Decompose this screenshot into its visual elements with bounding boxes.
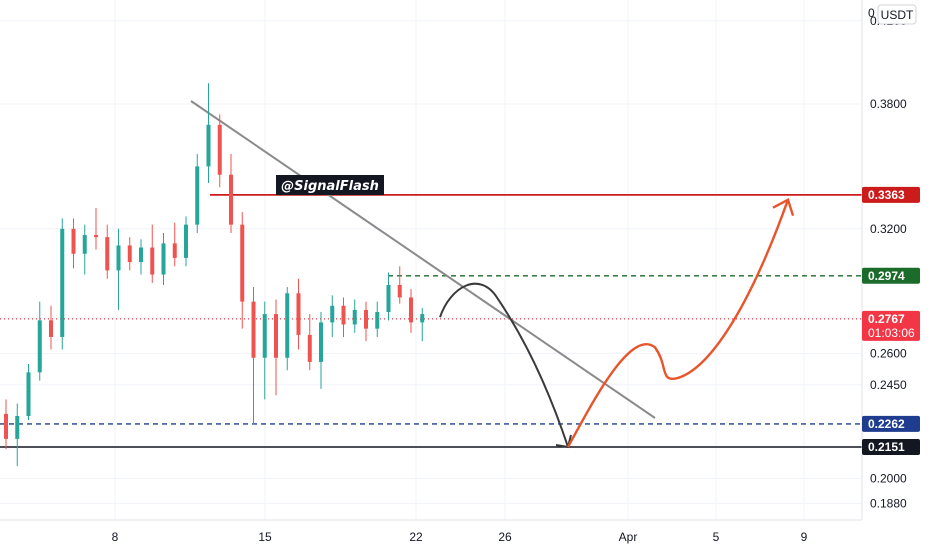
time-tick-label: 22 — [409, 530, 423, 544]
support-price-label: 0.2262 — [868, 417, 905, 431]
candlesticks — [4, 83, 425, 466]
candle — [397, 266, 402, 304]
candle — [105, 224, 110, 279]
time-tick-label: 5 — [713, 530, 720, 544]
last-price-price-label: 0.2767 — [868, 312, 905, 326]
candle — [240, 212, 245, 329]
projection-up-arrowhead — [772, 197, 795, 217]
candle — [296, 278, 301, 350]
candle — [262, 301, 267, 400]
candle — [139, 239, 143, 275]
time-tick-label: 26 — [498, 530, 512, 544]
candle — [274, 299, 278, 396]
candle — [420, 307, 425, 342]
low-price-tag — [862, 438, 920, 455]
candle — [4, 399, 8, 450]
time-tick-label: Apr — [619, 530, 638, 544]
candle — [364, 301, 368, 342]
countdown-label: 01:03:06 — [868, 326, 915, 340]
target-price-tag — [862, 267, 920, 284]
currency-label: USDT — [881, 8, 914, 22]
candle — [330, 295, 335, 337]
candle — [206, 83, 211, 184]
candle — [94, 208, 98, 250]
candle — [15, 403, 20, 466]
candle — [217, 114, 222, 188]
support-price-tag — [862, 415, 920, 432]
candle — [49, 305, 53, 350]
price-tick-label: 0.2450 — [870, 378, 907, 392]
candle — [150, 224, 155, 283]
resistance-price-tag — [862, 186, 920, 203]
projection-up-path[interactable] — [566, 199, 790, 448]
candle — [307, 314, 312, 371]
candle — [26, 364, 31, 421]
candle — [229, 153, 233, 233]
candle — [352, 299, 357, 333]
time-tick-label: 9 — [801, 530, 808, 544]
candle — [37, 301, 42, 381]
candle — [172, 222, 177, 267]
grid — [0, 0, 862, 520]
annotation-text: @SignalFlash — [281, 179, 379, 194]
low-price-label: 0.2151 — [868, 440, 905, 454]
projection-down-path[interactable] — [439, 282, 569, 448]
candle — [319, 312, 323, 389]
price-tick-label: 0.3200 — [870, 222, 907, 236]
candle — [409, 289, 413, 333]
price-tick-label: 0.3800 — [870, 97, 907, 111]
last-price-price-tag — [862, 310, 920, 341]
price-axis[interactable]: 0.42000.38000.32000.26000.24500.20000.18… — [861, 0, 920, 520]
time-tick-label: 8 — [112, 530, 119, 544]
candle — [82, 224, 87, 275]
candle — [116, 228, 121, 310]
time-axis[interactable]: 8 15 22 26 Apr 5 9 — [0, 519, 862, 544]
price-axis-top-partial-label: 0 — [868, 6, 875, 20]
candle — [161, 232, 166, 285]
time-tick-label: 15 — [258, 530, 272, 544]
signalflash-annotation: @SignalFlash — [276, 175, 384, 195]
price-tick-label: 0.2000 — [870, 471, 907, 485]
descending-trendline[interactable] — [190, 100, 656, 419]
price-tick-label: 0.1880 — [870, 496, 907, 510]
candle — [127, 237, 132, 271]
time-axis-ticks: 8 15 22 26 Apr 5 9 — [112, 530, 808, 544]
candle — [375, 301, 380, 337]
candle — [386, 272, 391, 321]
target-price-label: 0.2974 — [868, 269, 905, 283]
candle — [60, 218, 65, 350]
price-axis-ticks: 0.42000.38000.32000.26000.24500.20000.18… — [870, 14, 907, 511]
candle — [71, 218, 76, 269]
candle — [251, 287, 256, 425]
candle — [285, 287, 290, 371]
candle — [195, 153, 200, 233]
candle — [341, 297, 346, 337]
resistance-price-label: 0.3363 — [868, 188, 905, 202]
candle — [184, 216, 188, 267]
price-tick-label: 0.2600 — [870, 347, 907, 361]
